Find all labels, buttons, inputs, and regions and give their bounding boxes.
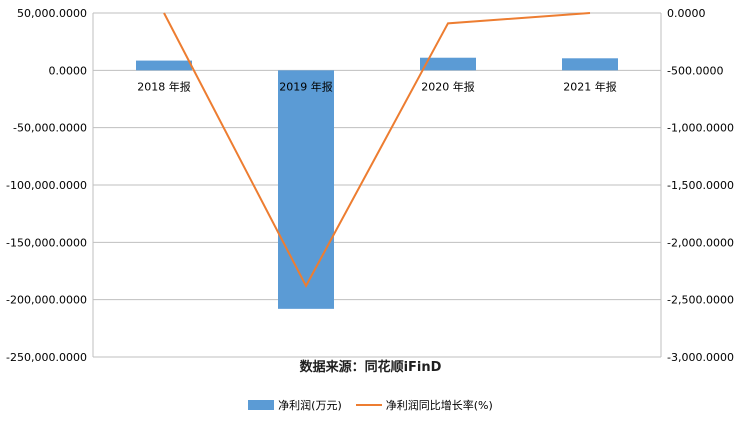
right-tick-label: -500.0000 — [667, 64, 723, 77]
growth-line — [163, 12, 591, 289]
left-tick-label: -250,000.0000 — [6, 351, 87, 364]
bar — [278, 70, 334, 309]
left-axis-ticks: 50,000.0000 0.0000 -50,000.0000 -100,000.00… — [6, 7, 87, 364]
category-label: 2018 年报 — [137, 79, 191, 93]
left-tick-label: -200,000.0000 — [6, 294, 87, 307]
legend-item-line: 净利润同比增长率(%) — [355, 397, 493, 413]
left-tick-label: 0.0000 — [49, 64, 88, 77]
bar — [420, 57, 476, 71]
line-series — [163, 12, 591, 289]
legend: 净利润(万元) 净利润同比增长率(%) — [0, 397, 741, 413]
legend-line-swatch — [355, 404, 382, 406]
legend-item-bar: 净利润(万元) — [248, 397, 342, 413]
category-label: 2019 年报 — [279, 79, 333, 93]
left-tick-label: -150,000.0000 — [6, 236, 87, 249]
left-tick-label: -50,000.0000 — [13, 122, 87, 135]
legend-line-label: 净利润同比增长率(%) — [385, 399, 493, 412]
bar-series — [136, 57, 618, 309]
right-tick-label: -2,500.0000 — [667, 294, 734, 307]
right-axis-ticks: 0.0000 -500.0000 -1,000.0000 -1,500.0000 -2,… — [667, 7, 734, 364]
right-tick-label: 0.0000 — [667, 7, 706, 20]
category-label: 2020 年报 — [421, 79, 475, 93]
category-label: 2021 年报 — [563, 79, 617, 93]
right-tick-label: -3,000.0000 — [667, 351, 734, 364]
legend-bar-label: 净利润(万元) — [278, 399, 342, 412]
right-tick-label: -2,000.0000 — [667, 236, 734, 249]
bar — [136, 60, 192, 71]
left-tick-label: 50,000.0000 — [17, 7, 87, 20]
bar — [562, 58, 618, 71]
data-source-label: 数据来源：同花顺iFinD — [299, 360, 442, 375]
left-tick-label: -100,000.0000 — [6, 179, 87, 192]
category-labels: 2018 年报 2019 年报 2020 年报 2021 年报 — [137, 79, 617, 93]
right-tick-label: -1,500.0000 — [667, 179, 734, 192]
legend-bar-swatch — [248, 400, 275, 410]
right-tick-label: -1,000.0000 — [667, 122, 734, 135]
